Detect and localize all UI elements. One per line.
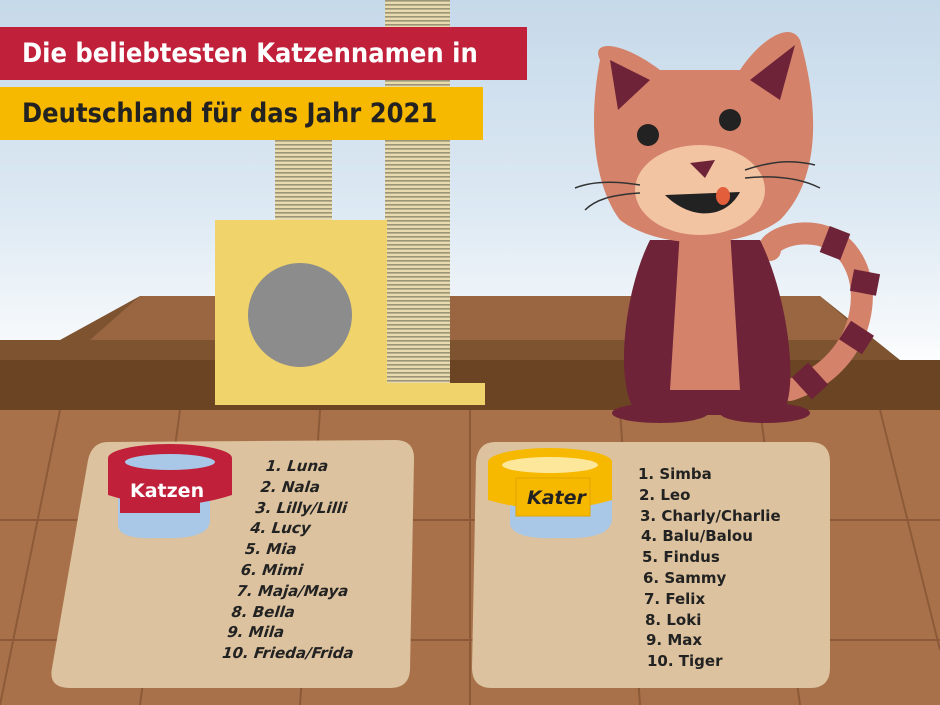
yellow-bowl-icon: [488, 448, 612, 539]
cat-illustration: [574, 31, 881, 423]
list-item: 5. Mia: [244, 540, 298, 559]
list-item: 6. Mimi: [240, 560, 305, 579]
list-item: 9. Mila: [226, 623, 286, 642]
list-item: 2. Nala: [259, 477, 321, 496]
title-line-2: Deutschland für das Jahr 2021: [0, 87, 483, 140]
female-label: Katzen: [130, 480, 205, 502]
male-names-list: 1. Simba 2. Leo 3. Charly/Charlie 4. Bal…: [638, 464, 781, 672]
list-item: 1. Luna: [264, 457, 330, 475]
list-item: 8. Bella: [230, 602, 296, 621]
male-label: Kater: [527, 487, 586, 509]
list-item: 9. Max: [646, 631, 703, 650]
female-names-list: 1. Luna 2. Nala 3. Lilly/Lilli 4. Lucy 5…: [221, 456, 374, 664]
scratching-post: [215, 0, 485, 405]
list-item: 3. Lilly/Lilli: [254, 498, 349, 517]
list-item: 7. Maja/Maya: [235, 581, 350, 600]
list-item: 4. Lucy: [249, 519, 312, 538]
list-item: 6. Sammy: [643, 568, 727, 587]
list-item: 3. Charly/Charlie: [640, 506, 781, 525]
list-item: 10. Frieda/Frida: [221, 644, 355, 663]
list-item: 1. Simba: [638, 465, 712, 483]
list-item: 2. Leo: [639, 485, 691, 504]
title-line-1: Die beliebtesten Katzennamen in: [0, 27, 527, 80]
list-item: 4. Balu/Balou: [641, 527, 753, 546]
list-item: 5. Findus: [642, 548, 720, 567]
list-item: 8. Loki: [645, 610, 702, 629]
list-item: 7. Felix: [644, 589, 706, 608]
red-bowl-icon: [108, 444, 232, 539]
list-item: 10. Tiger: [647, 652, 723, 671]
